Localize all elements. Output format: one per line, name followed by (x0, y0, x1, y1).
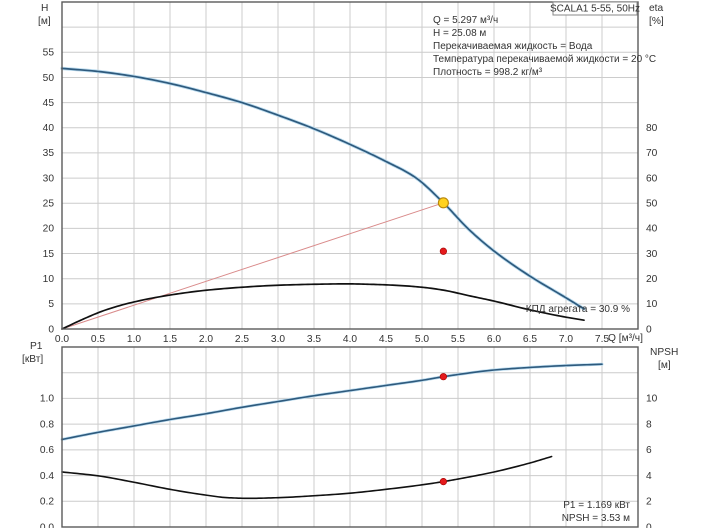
svg-text:0.8: 0.8 (40, 419, 54, 430)
svg-text:SCALA1 5-55, 50Hz: SCALA1 5-55, 50Hz (550, 4, 640, 15)
svg-text:[%]: [%] (649, 16, 664, 27)
svg-text:80: 80 (646, 123, 658, 134)
svg-text:45: 45 (43, 98, 55, 109)
svg-text:6: 6 (646, 445, 652, 456)
svg-text:20: 20 (43, 224, 55, 235)
svg-text:30: 30 (43, 173, 55, 184)
svg-text:40: 40 (43, 123, 55, 134)
svg-text:50: 50 (43, 73, 55, 84)
svg-text:6.5: 6.5 (523, 334, 537, 345)
svg-text:NPSH = 3.53 м: NPSH = 3.53 м (562, 513, 630, 524)
svg-text:P1: P1 (30, 341, 43, 352)
svg-text:30: 30 (646, 249, 658, 260)
svg-text:P1 = 1.169 кВт: P1 = 1.169 кВт (563, 500, 630, 511)
svg-text:5: 5 (48, 299, 54, 310)
svg-text:[м]: [м] (658, 360, 671, 371)
svg-text:0.6: 0.6 (40, 445, 54, 456)
svg-text:60: 60 (646, 173, 658, 184)
svg-text:25: 25 (43, 199, 55, 210)
svg-text:Перекачиваемая жидкость = Вода: Перекачиваемая жидкость = Вода (433, 41, 593, 52)
svg-text:40: 40 (646, 224, 658, 235)
svg-text:10: 10 (646, 299, 658, 310)
svg-text:0.5: 0.5 (91, 334, 105, 345)
svg-text:0: 0 (646, 324, 652, 335)
svg-text:4.0: 4.0 (343, 334, 357, 345)
svg-text:Q [м³/ч]: Q [м³/ч] (608, 333, 643, 344)
svg-text:3.0: 3.0 (271, 334, 285, 345)
svg-text:1.5: 1.5 (163, 334, 177, 345)
svg-text:8: 8 (646, 419, 652, 430)
svg-text:6.0: 6.0 (487, 334, 501, 345)
svg-text:3.5: 3.5 (307, 334, 321, 345)
svg-text:[кВт]: [кВт] (22, 354, 43, 365)
svg-text:0.2: 0.2 (40, 497, 54, 508)
svg-text:Q = 5.297 м³/ч: Q = 5.297 м³/ч (433, 15, 498, 26)
svg-text:0.4: 0.4 (40, 471, 54, 482)
svg-text:[м]: [м] (38, 16, 51, 27)
svg-text:5.0: 5.0 (415, 334, 429, 345)
svg-text:15: 15 (43, 249, 55, 260)
svg-text:H = 25.08 м: H = 25.08 м (433, 28, 486, 39)
svg-text:70: 70 (646, 148, 658, 159)
svg-text:H: H (41, 3, 48, 14)
svg-text:10: 10 (43, 274, 55, 285)
svg-text:Температура перекачиваемой жид: Температура перекачиваемой жидкости = 20… (433, 54, 656, 65)
svg-text:35: 35 (43, 148, 55, 159)
svg-text:4.5: 4.5 (379, 334, 393, 345)
svg-text:NPSH: NPSH (650, 347, 678, 358)
svg-text:50: 50 (646, 199, 658, 210)
svg-text:1.0: 1.0 (40, 394, 54, 405)
svg-text:0: 0 (646, 522, 652, 528)
svg-text:55: 55 (43, 48, 55, 59)
svg-text:0.0: 0.0 (55, 334, 69, 345)
svg-text:7.0: 7.0 (559, 334, 573, 345)
svg-text:КПД агрегата = 30.9 %: КПД агрегата = 30.9 % (526, 304, 630, 315)
svg-text:4: 4 (646, 471, 652, 482)
svg-text:10: 10 (646, 394, 658, 405)
svg-text:0: 0 (48, 324, 54, 335)
svg-text:20: 20 (646, 274, 658, 285)
svg-text:2: 2 (646, 497, 652, 508)
svg-text:1.0: 1.0 (127, 334, 141, 345)
svg-text:2.0: 2.0 (199, 334, 213, 345)
svg-text:2.5: 2.5 (235, 334, 249, 345)
svg-text:0.0: 0.0 (40, 522, 54, 528)
svg-text:Плотность = 998.2 кг/м³: Плотность = 998.2 кг/м³ (433, 67, 543, 78)
svg-text:eta: eta (649, 3, 663, 14)
svg-text:5.5: 5.5 (451, 334, 465, 345)
